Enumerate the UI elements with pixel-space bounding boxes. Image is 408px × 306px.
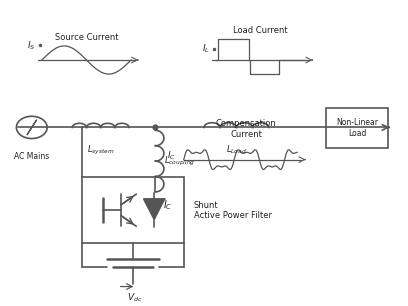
Text: $I_C$: $I_C$ [163,198,172,212]
Text: Compensation
Current: Compensation Current [216,119,277,139]
Text: Load Current: Load Current [233,26,288,35]
FancyBboxPatch shape [82,177,184,243]
Text: Non-Linear
Load: Non-Linear Load [336,118,378,138]
Text: $L_{coupling}$: $L_{coupling}$ [164,155,196,168]
Text: Shunt
Active Power Filter: Shunt Active Power Filter [194,200,272,220]
Text: $L_{system}$: $L_{system}$ [87,144,114,157]
Text: $I_S$: $I_S$ [27,39,36,52]
Text: AC Mains: AC Mains [14,152,49,161]
Text: $I_L$: $I_L$ [202,43,210,55]
Text: Source Current: Source Current [55,33,118,42]
Text: $L_{Load}$: $L_{Load}$ [226,144,247,156]
FancyBboxPatch shape [326,108,388,148]
Polygon shape [144,199,165,220]
Text: $V_{dc}$: $V_{dc}$ [127,292,143,304]
Text: $I_C$: $I_C$ [166,149,175,162]
